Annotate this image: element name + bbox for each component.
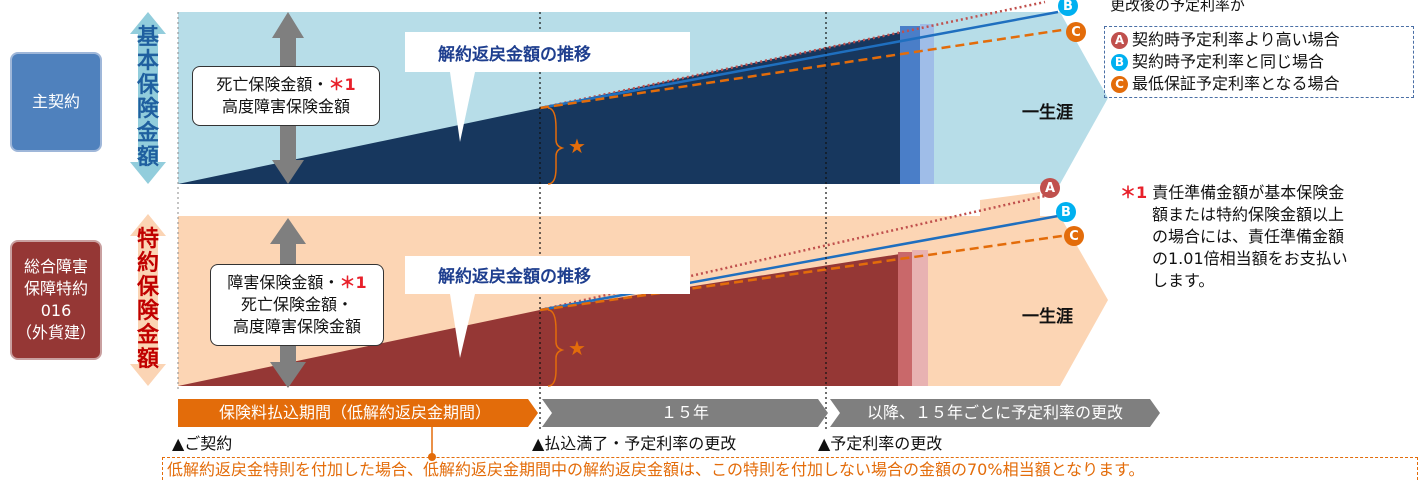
rider-amount-line-3: 高度障害保険金額: [232, 317, 361, 336]
rider-callout-text: 解約返戻金額の推移: [438, 267, 591, 287]
main-vertical-label: 基本保険金額: [136, 25, 159, 170]
main-fade-2: [920, 24, 934, 184]
footnote-line-4: の1.01倍相当額をお支払い: [1152, 249, 1348, 268]
phase-1-bar: [178, 399, 538, 427]
legend-mark-c: C: [1111, 75, 1128, 93]
rider-asterisk: ＊1: [339, 273, 367, 292]
rider-name-line-4: （外貨建）: [15, 323, 96, 342]
rider-contract-box: 総合障害 保障特約 016 （外貨建）: [10, 240, 102, 360]
milestone-rate-renewal: ▲予定利率の更改: [818, 434, 943, 453]
main-brace: [547, 107, 565, 185]
legend-item-c: C 最低保証予定利率となる場合: [1111, 73, 1407, 95]
footnote-line-1: 責任準備金額が基本保険金: [1152, 183, 1345, 202]
rider-amount-box: 障害保険金額・＊1 死亡保険金額・ 高度障害保険金額: [210, 264, 384, 346]
legend-text-a: 契約時予定利率より高い場合: [1132, 30, 1340, 49]
main-contract-box: 主契約: [10, 52, 102, 152]
rider-cash-value-area-extended: [540, 254, 900, 386]
rider-fade-2: [912, 250, 928, 386]
phase-2-bar: [542, 399, 828, 427]
main-asterisk: ＊1: [328, 75, 356, 94]
main-fade-1: [900, 26, 920, 184]
footnote-line-2: 額または特約保険金額以上: [1152, 205, 1345, 224]
milestone-contract: ▲ご契約: [172, 434, 233, 453]
main-mark-b: B: [1058, 0, 1078, 16]
rider-name-line-1: 総合障害: [23, 257, 88, 276]
legend-mark-a: A: [1111, 31, 1128, 49]
main-rate-c-line: [539, 28, 1063, 110]
rider-mark-a: A: [1040, 178, 1060, 198]
main-cash-value-area-extended: [540, 30, 910, 184]
main-vertical-arrow: [130, 12, 166, 184]
phase-3-label: 以降、１５年ごとに予定利率の更改: [866, 403, 1123, 422]
rider-callout-bubble: [405, 256, 690, 358]
rider-rate-c-line: [539, 234, 1063, 312]
legend-text-c: 最低保証予定利率となる場合: [1132, 74, 1340, 93]
main-lifetime-label: 一生涯: [1022, 103, 1073, 123]
bottom-note: 低解約返戻金特則を付加した場合、低解約返戻金期間中の解約返戻金額は、この特則を付…: [162, 457, 1418, 480]
footnote-mark: ＊1: [1120, 183, 1148, 202]
rider-lifetime-label: 一生涯: [1022, 307, 1073, 327]
main-amount-box: 死亡保険金額・＊1 高度障害保険金額: [192, 66, 380, 126]
rider-name-line-2: 保障特約: [23, 279, 88, 298]
rider-vertical-arrow: [130, 214, 166, 386]
main-rate-b-line: [539, 10, 1059, 110]
main-mark-c: C: [1066, 22, 1086, 42]
rider-amount-line-2: 死亡保険金額・: [240, 295, 353, 314]
rider-mark-b: B: [1056, 202, 1076, 222]
main-cash-value-area: [178, 108, 540, 184]
legend-text-b: 契約時予定利率と同じ場合: [1132, 52, 1325, 71]
rider-cash-value-area: [178, 310, 540, 386]
footnote: ＊1 責任準備金額が基本保険金 額または特約保険金額以上 の場合には、責任準備金…: [1120, 182, 1410, 292]
phase-2-label: １５年: [660, 403, 709, 422]
main-contract-name: 主契約: [31, 92, 80, 111]
footnote-line-3: の場合には、責任準備金額: [1152, 227, 1345, 246]
legend-item-b: B 契約時予定利率と同じ場合: [1111, 51, 1407, 73]
rider-rate-b-line: [539, 214, 1059, 312]
footnote-line-5: します。: [1152, 271, 1215, 290]
phase-3-bar: [830, 399, 1160, 427]
rider-mark-c: C: [1064, 226, 1084, 246]
legend-box: A 契約時予定利率より高い場合 B 契約時予定利率と同じ場合 C 最低保証予定利…: [1104, 26, 1414, 98]
rider-name-line-3: 016: [40, 301, 72, 320]
legend-title: 更改後の予定利率が: [1110, 0, 1246, 14]
main-rate-a-line: [539, 0, 1046, 110]
main-amount-line-1: 死亡保険金額・: [216, 75, 329, 94]
rider-amount-line-1: 障害保険金額・: [227, 273, 340, 292]
rider-vertical-label: 特約保険金額: [136, 227, 159, 372]
legend-item-a: A 契約時予定利率より高い場合: [1111, 29, 1407, 51]
rider-brace: [547, 309, 565, 387]
main-callout-text: 解約返戻金額の推移: [438, 45, 591, 65]
main-amount-line-2: 高度障害保険金額: [221, 97, 350, 116]
main-callout-bubble: [405, 32, 690, 142]
phase-1-label: 保険料払込期間（低解約返戻金期間）: [218, 403, 491, 422]
milestone-payment-end: ▲払込満了・予定利率の更改: [532, 434, 737, 453]
main-star: ★: [568, 134, 586, 158]
legend-mark-b: B: [1111, 53, 1128, 71]
rider-fade-1: [898, 252, 912, 386]
rider-star: ★: [568, 336, 586, 360]
